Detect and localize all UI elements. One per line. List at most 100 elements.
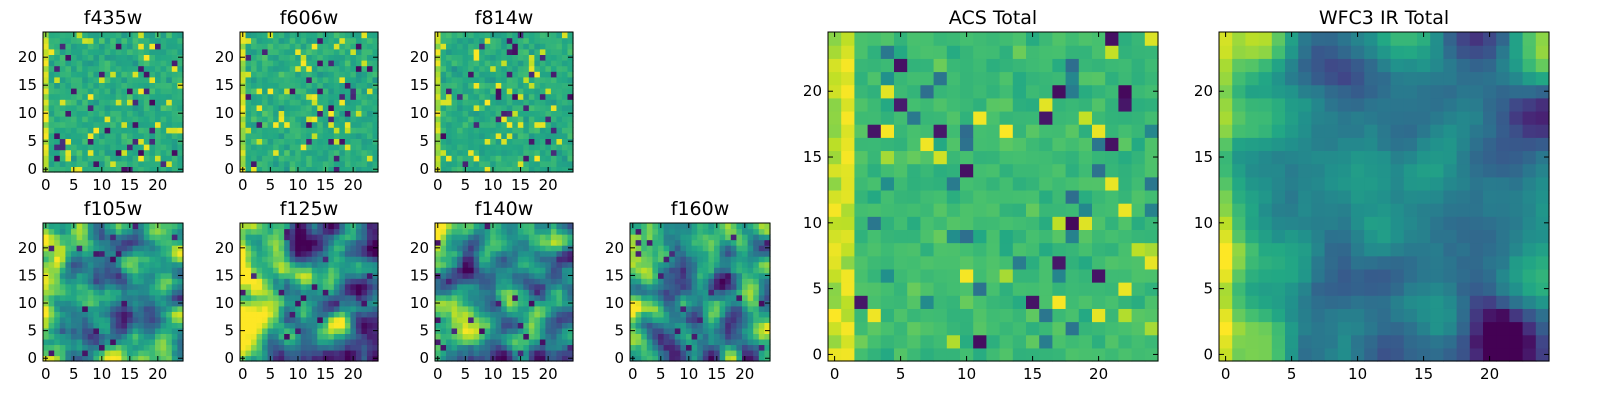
heatmap-cell	[867, 150, 882, 165]
heatmap-cell	[663, 294, 670, 301]
heatmap-cell	[166, 256, 173, 263]
heatmap-cell	[54, 116, 61, 123]
heatmap-cell	[473, 294, 480, 301]
heatmap-cell	[567, 267, 574, 274]
heatmap-cell	[350, 160, 357, 167]
heatmap-cell	[495, 149, 502, 156]
heatmap-cell	[317, 316, 324, 323]
heatmap-cell	[295, 305, 302, 312]
heatmap-cell	[479, 144, 486, 151]
heatmap-cell	[512, 32, 519, 39]
heatmap-cell	[262, 48, 269, 55]
heatmap-cell	[48, 138, 55, 145]
heatmap-cell	[43, 256, 50, 263]
heatmap-cell	[339, 99, 346, 106]
heatmap-cell	[550, 300, 558, 307]
heatmap-cell	[350, 43, 357, 50]
heatmap-cell	[841, 282, 855, 296]
heatmap-cell	[534, 261, 541, 268]
heatmap-cell	[87, 43, 94, 50]
heatmap-cell	[251, 267, 258, 274]
heatmap-cell	[528, 272, 535, 279]
heatmap-cell	[76, 327, 83, 334]
heatmap-cell	[630, 333, 637, 340]
heatmap-cell	[1012, 216, 1027, 230]
heatmap-cell	[87, 250, 94, 257]
heatmap-cell	[328, 256, 335, 263]
y-tick-label: 15	[18, 76, 37, 94]
heatmap-cell	[262, 278, 269, 285]
heatmap-cell	[59, 333, 66, 340]
heatmap-cell	[295, 322, 302, 329]
heatmap-cell	[110, 32, 117, 39]
heatmap-cell	[473, 76, 480, 83]
heatmap-cell	[462, 160, 469, 167]
heatmap-cell	[1039, 321, 1053, 336]
heatmap-cell	[506, 272, 513, 279]
heatmap-cell	[240, 71, 247, 78]
heatmap-cell	[517, 267, 524, 274]
heatmap-cell	[71, 272, 78, 279]
heatmap-cell	[322, 278, 329, 285]
heatmap-cell	[440, 278, 447, 285]
heatmap-cell	[104, 250, 111, 257]
heatmap-cell	[339, 338, 346, 346]
heatmap-cell	[440, 60, 447, 67]
heatmap-cell	[160, 344, 167, 351]
heatmap-cell	[278, 88, 285, 95]
heatmap-cell	[457, 311, 464, 318]
heatmap-cell	[267, 349, 274, 357]
heatmap-cell	[457, 228, 464, 235]
heatmap-cell	[284, 316, 291, 323]
heatmap-cell	[149, 327, 156, 334]
heatmap-cell	[473, 300, 480, 307]
heatmap-cell	[523, 54, 530, 61]
heatmap-cell	[166, 278, 173, 285]
heatmap-cell	[160, 60, 167, 67]
heatmap-cell	[669, 256, 676, 263]
heatmap-cell	[534, 300, 541, 307]
heatmap-cell	[686, 239, 693, 246]
heatmap-cell	[59, 65, 66, 72]
heatmap-cell	[115, 239, 122, 246]
heatmap-cell	[528, 54, 535, 61]
heatmap-cell	[99, 93, 106, 100]
heatmap-cell	[99, 54, 106, 61]
heatmap-cell	[333, 245, 340, 252]
heatmap-cell	[93, 54, 100, 61]
heatmap-cell	[512, 355, 519, 362]
heatmap-cell	[311, 338, 318, 346]
heatmap-cell	[894, 321, 908, 336]
heatmap-cell	[138, 272, 145, 279]
y-tick-label: 5	[614, 322, 624, 340]
heatmap-cell	[736, 327, 743, 334]
heatmap-cell	[880, 321, 895, 336]
heatmap-cell	[512, 278, 519, 285]
heatmap-cell	[457, 316, 464, 323]
heatmap-cell	[708, 283, 715, 290]
heatmap-cell	[65, 256, 72, 263]
heatmap-cell	[54, 155, 61, 162]
heatmap-cell	[501, 104, 508, 111]
heatmap-cell	[501, 338, 508, 346]
heatmap-cell	[355, 93, 363, 100]
heatmap-cell	[506, 234, 513, 241]
heatmap-cell	[686, 338, 693, 346]
heatmap-cell	[758, 349, 765, 357]
heatmap-cell	[986, 308, 1001, 323]
heatmap-cell	[300, 104, 307, 111]
heatmap-cell	[71, 37, 78, 44]
heatmap-cell	[534, 149, 541, 156]
heatmap-cell	[550, 138, 558, 145]
heatmap-cell	[702, 272, 709, 279]
heatmap-cell	[468, 289, 475, 296]
heatmap-cell	[284, 311, 291, 318]
heatmap-cell	[278, 289, 285, 296]
heatmap-cell	[1105, 347, 1119, 362]
heatmap-cell	[155, 132, 162, 139]
heatmap-cell	[973, 308, 987, 323]
heatmap-cell	[528, 261, 535, 268]
heatmap-cell	[1105, 189, 1119, 204]
heatmap-cell	[462, 322, 469, 329]
